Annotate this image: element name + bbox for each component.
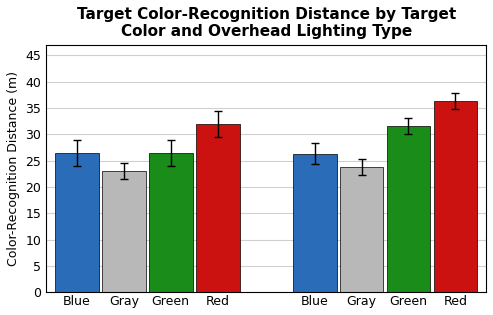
Bar (55, 153, 99, 292)
Bar (196, 124, 240, 292)
Bar (293, 154, 337, 292)
Bar (387, 126, 430, 292)
Title: Target Color-Recognition Distance by Target
Color and Overhead Lighting Type: Target Color-Recognition Distance by Tar… (76, 7, 456, 39)
Y-axis label: Color-Recognition Distance (m): Color-Recognition Distance (m) (7, 71, 20, 266)
Bar (340, 167, 384, 292)
Bar (102, 171, 146, 292)
Bar (149, 153, 193, 292)
Bar (433, 101, 477, 292)
